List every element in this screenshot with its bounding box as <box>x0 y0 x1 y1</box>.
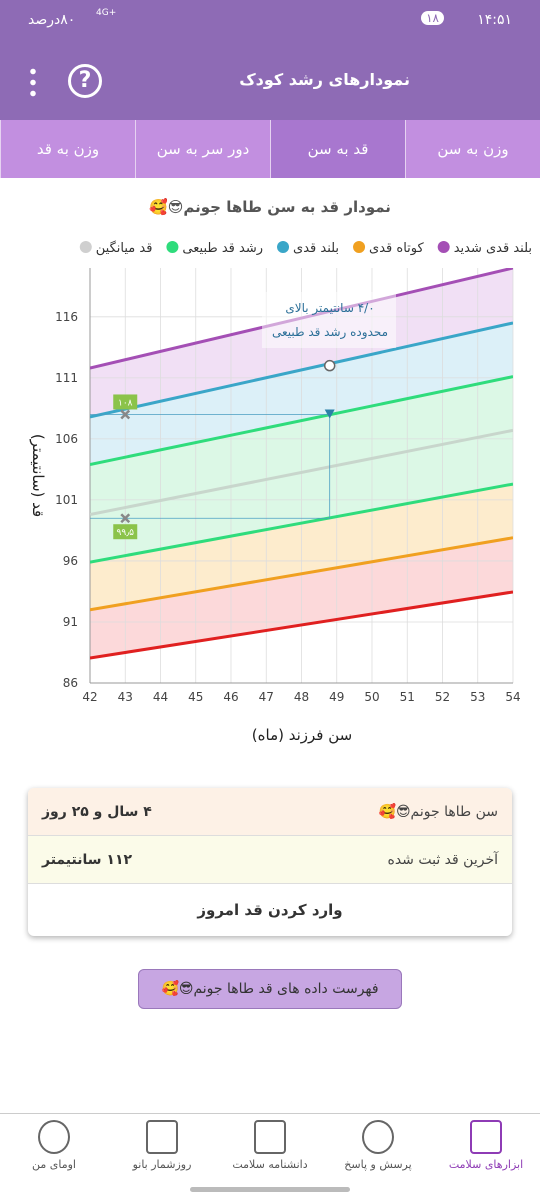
arrow <box>324 409 335 419</box>
nav-item[interactable]: ابزارهای سلامت <box>432 1114 540 1183</box>
nav-item[interactable]: روزشمار بانو <box>108 1114 216 1183</box>
battery: ۸۰درصد <box>28 12 76 28</box>
x-tick-label: 42 <box>82 690 97 704</box>
series-line <box>90 321 513 419</box>
x-tick-label: 46 <box>223 690 238 704</box>
annotation: محدوده رشد قد طبیعی <box>272 325 388 340</box>
x-tick-label: 53 <box>470 690 485 704</box>
y-tick-label: 106 <box>55 432 78 446</box>
status-bar: ۱۴:۵۱ ۱۸ 4G+ ۸۰درصد <box>0 0 540 42</box>
nav-item[interactable]: اومای من <box>0 1114 108 1183</box>
row-label: سن طاها جونم😎🥰 <box>378 803 498 820</box>
help-button[interactable]: ? <box>68 64 102 98</box>
row-value: ۴ سال و ۲۵ روز <box>42 803 152 820</box>
legend-label: کوتاه قدی <box>369 241 424 256</box>
x-axis-title: سن فرزند (ماه) <box>252 726 352 744</box>
x-tick-label: 52 <box>435 690 450 704</box>
legend-label: بلند قدی <box>293 241 339 256</box>
legend-label: رشد قد طبیعی <box>182 241 263 256</box>
header-title: نمودارهای رشد کودک <box>239 70 410 89</box>
x-tick-label: 43 <box>118 690 133 704</box>
clock: ۱۴:۵۱ <box>477 12 512 28</box>
y-tick-label: 86 <box>63 676 78 690</box>
series-line <box>90 536 513 612</box>
x-tick-label: 48 <box>294 690 309 704</box>
network: 4G+ <box>96 8 117 18</box>
series-line <box>90 590 513 660</box>
legend-label: قد میانگین <box>96 240 153 256</box>
legend-swatch <box>353 241 366 253</box>
row-label: آخرین قد ثبت شده <box>387 851 499 868</box>
bottom-nav: ابزارهای سلامت پرسش و پاسخ دانشنامه سلامت ر… <box>0 1113 540 1183</box>
legend-label: بلند قدی شدید <box>454 241 532 256</box>
nav-label: پرسش و پاسخ <box>344 1158 412 1171</box>
nav-icon <box>254 1120 286 1154</box>
nav-label: اومای من <box>32 1158 76 1171</box>
tab[interactable]: وزن به سن <box>405 120 540 178</box>
chart-title: نمودار قد به سن طاها جونم😎🥰 <box>149 197 391 216</box>
series-line <box>90 375 513 466</box>
tab[interactable]: قد به سن <box>270 120 405 178</box>
chart: نمودار قد به سن طاها جونم😎🥰 بلند قدی شدید… <box>29 197 532 744</box>
x-tick-label: 45 <box>188 690 203 704</box>
annotation-bg <box>262 292 396 348</box>
nav-item[interactable]: دانشنامه سلامت <box>216 1114 324 1183</box>
marker <box>120 513 131 524</box>
y-tick-label: 91 <box>63 615 78 629</box>
nav-icon <box>470 1120 502 1154</box>
notification-count: ۱۸ <box>421 11 444 25</box>
nav-icon <box>38 1120 70 1154</box>
nav-item[interactable]: پرسش و پاسخ <box>324 1114 432 1183</box>
nav-icon <box>362 1120 394 1154</box>
x-tick-label: 49 <box>329 690 344 704</box>
nav-icon <box>146 1120 178 1154</box>
marker-label-bg <box>113 524 138 540</box>
menu-button[interactable] <box>30 66 36 98</box>
app-header: نمودارهای رشد کودک ? <box>0 42 540 120</box>
legend-swatch <box>277 241 290 253</box>
legend-swatch <box>437 241 450 253</box>
series-line <box>90 482 513 564</box>
tab-bar: وزن به سن قد به سن دور سر به سن وزن به قد <box>0 120 540 178</box>
y-tick-label: 116 <box>55 310 78 324</box>
x-tick-label: 51 <box>400 690 415 704</box>
y-axis-title: قد (سانتیمتر) <box>29 434 47 517</box>
home-indicator <box>190 1187 350 1192</box>
x-tick-label: 44 <box>153 690 168 704</box>
info-row: آخرین قد ثبت شده ۱۱۲ سانتیمتر <box>28 836 512 884</box>
enter-height-button[interactable]: وارد کردن قد امروز <box>197 901 343 919</box>
marker-label: ۹۹٫۵ <box>117 528 135 538</box>
nav-label: روزشمار بانو <box>132 1158 192 1171</box>
marker-label-bg <box>113 394 138 410</box>
current-point <box>323 359 336 372</box>
series-line <box>90 428 513 517</box>
x-tick-label: 50 <box>364 690 379 704</box>
x-tick-label: 47 <box>259 690 274 704</box>
tab[interactable]: دور سر به سن <box>135 120 270 178</box>
y-tick-label: 101 <box>55 493 78 507</box>
list-button[interactable]: فهرست داده های قد طاها جونم😎🥰 <box>138 969 402 1009</box>
info-row: سن طاها جونم😎🥰 ۴ سال و ۲۵ روز <box>28 788 512 836</box>
y-tick-label: 111 <box>55 371 78 385</box>
tab[interactable]: وزن به قد <box>0 120 135 178</box>
nav-label: ابزارهای سلامت <box>448 1158 524 1171</box>
marker <box>120 409 131 420</box>
info-card: سن طاها جونم😎🥰 ۴ سال و ۲۵ روز آخرین قد ثبت… <box>28 788 512 936</box>
marker-label: ۱۰۸ <box>118 398 133 408</box>
annotation: ۴/۰ سانتیمتر بالای <box>285 301 374 316</box>
legend-swatch <box>79 241 92 253</box>
x-tick-label: 54 <box>505 690 520 704</box>
row-value: ۱۱۲ سانتیمتر <box>42 851 133 868</box>
y-tick-label: 96 <box>63 554 78 568</box>
nav-label: دانشنامه سلامت <box>232 1158 308 1171</box>
legend-swatch <box>166 241 179 253</box>
